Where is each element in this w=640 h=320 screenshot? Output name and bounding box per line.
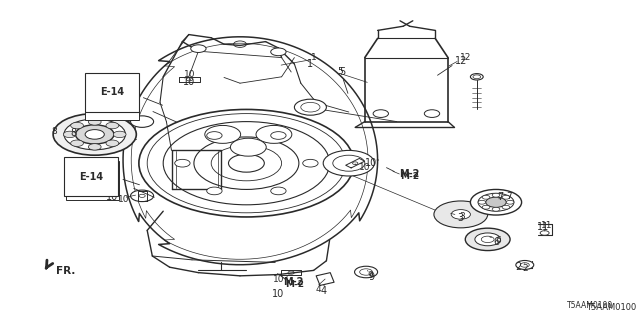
Circle shape — [88, 144, 101, 150]
Circle shape — [271, 132, 286, 139]
Circle shape — [53, 114, 136, 155]
Circle shape — [191, 45, 206, 52]
Text: E-14: E-14 — [100, 87, 124, 97]
Circle shape — [465, 228, 510, 251]
Text: M-2: M-2 — [285, 280, 304, 289]
Text: 5: 5 — [338, 67, 343, 76]
Text: 10: 10 — [184, 70, 195, 79]
Text: 6: 6 — [495, 236, 500, 245]
Circle shape — [76, 125, 114, 144]
Circle shape — [492, 207, 500, 211]
Circle shape — [506, 200, 514, 204]
Circle shape — [207, 132, 222, 139]
Text: 12: 12 — [454, 56, 467, 66]
Text: E-14: E-14 — [81, 176, 105, 186]
Text: 7: 7 — [506, 192, 511, 201]
Circle shape — [64, 119, 125, 150]
Text: 10: 10 — [106, 192, 118, 202]
Circle shape — [540, 231, 549, 235]
Text: 3: 3 — [458, 212, 464, 223]
Text: E-14: E-14 — [79, 172, 103, 182]
Circle shape — [502, 205, 510, 209]
Circle shape — [294, 99, 326, 115]
Text: 8: 8 — [52, 127, 57, 136]
Text: 4: 4 — [320, 286, 326, 296]
Text: 12: 12 — [460, 53, 472, 62]
Text: T5AAM0100: T5AAM0100 — [567, 301, 613, 310]
Text: 11: 11 — [536, 222, 549, 232]
Text: FR.: FR. — [56, 266, 76, 276]
Text: 10: 10 — [359, 163, 371, 172]
Circle shape — [516, 260, 534, 269]
Text: 2: 2 — [522, 264, 527, 273]
Text: 9: 9 — [367, 271, 372, 280]
Circle shape — [207, 187, 222, 195]
Circle shape — [85, 130, 104, 139]
Text: 4: 4 — [316, 285, 321, 294]
Text: 11: 11 — [541, 221, 553, 230]
Circle shape — [88, 119, 101, 125]
Text: 5: 5 — [339, 67, 346, 77]
Circle shape — [271, 48, 286, 56]
Circle shape — [482, 205, 490, 209]
Circle shape — [271, 187, 286, 195]
Text: 9: 9 — [368, 272, 374, 282]
Circle shape — [492, 193, 500, 197]
Circle shape — [355, 266, 378, 278]
Circle shape — [256, 125, 292, 143]
Text: 10: 10 — [365, 158, 378, 168]
Circle shape — [470, 74, 483, 80]
Circle shape — [478, 200, 486, 204]
Text: M-2: M-2 — [399, 169, 420, 180]
Circle shape — [205, 125, 241, 143]
Text: E-14: E-14 — [100, 96, 124, 106]
Circle shape — [230, 138, 266, 156]
Circle shape — [113, 131, 126, 138]
Text: 7: 7 — [497, 192, 504, 202]
Circle shape — [502, 195, 510, 199]
Circle shape — [70, 122, 83, 129]
Circle shape — [106, 140, 119, 147]
Text: 10: 10 — [182, 76, 195, 87]
Circle shape — [63, 131, 76, 138]
Circle shape — [106, 122, 119, 129]
Circle shape — [373, 110, 388, 117]
Circle shape — [486, 197, 506, 207]
Circle shape — [175, 159, 190, 167]
Text: 6: 6 — [493, 236, 499, 247]
Text: 10: 10 — [272, 289, 285, 299]
Circle shape — [303, 159, 318, 167]
Text: 1: 1 — [311, 53, 316, 62]
Circle shape — [434, 201, 488, 228]
Text: 3: 3 — [460, 212, 465, 221]
Text: 1: 1 — [307, 59, 314, 69]
Circle shape — [470, 189, 522, 215]
Text: 2: 2 — [515, 262, 522, 272]
Circle shape — [70, 140, 83, 147]
Circle shape — [451, 210, 470, 219]
Circle shape — [131, 116, 154, 127]
Circle shape — [323, 150, 374, 176]
Text: M-2: M-2 — [400, 172, 419, 181]
Text: T5AAM0100: T5AAM0100 — [586, 303, 636, 312]
Text: 8: 8 — [70, 128, 77, 138]
Text: M-2: M-2 — [283, 277, 303, 287]
Text: 10: 10 — [273, 276, 285, 284]
Text: 10: 10 — [118, 196, 129, 204]
Circle shape — [424, 110, 440, 117]
Circle shape — [482, 195, 490, 199]
Circle shape — [475, 233, 500, 246]
Circle shape — [131, 190, 154, 202]
